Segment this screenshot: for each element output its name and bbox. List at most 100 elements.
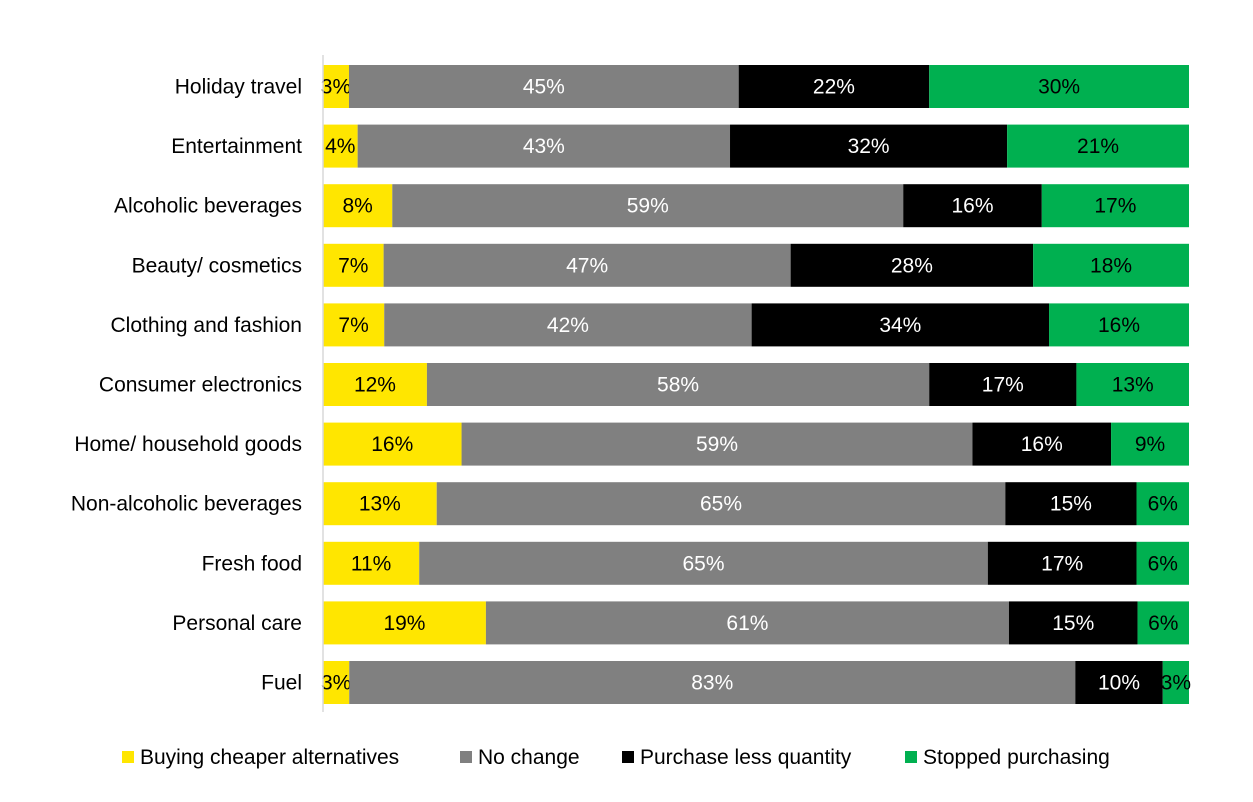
bar-segment [348, 65, 739, 108]
data-label: 11% [351, 552, 391, 575]
bar-segment [1075, 661, 1163, 704]
data-label: 59% [627, 195, 669, 218]
legend-swatch [905, 751, 917, 763]
bar-segment [1007, 124, 1189, 168]
bars-group: 3% 45% 22% 30% 4% 43% 32% 21% 8% 59% 16% 17% 7% 47% 28… [321, 65, 1191, 704]
data-label: 16% [371, 433, 413, 456]
data-label: 16% [1021, 433, 1063, 456]
bar-segment [1111, 422, 1189, 466]
bar-segment [1049, 303, 1189, 347]
bar-segment [1033, 243, 1189, 287]
bar-segment [929, 65, 1189, 108]
bar-segment [903, 184, 1042, 228]
data-label: 7% [338, 314, 368, 337]
bar-segment [323, 541, 420, 585]
data-label: 3% [1161, 672, 1191, 695]
bar-segment [323, 243, 384, 287]
bar-segment [323, 184, 393, 228]
bar-segment [1137, 601, 1189, 645]
bar-segment [323, 303, 385, 347]
data-label: 15% [1052, 612, 1094, 635]
category-label: Fresh food [202, 552, 302, 575]
legend-swatch [622, 751, 634, 763]
bar-segment [357, 124, 731, 168]
category-label: Alcoholic beverages [114, 195, 302, 218]
bar-segment [972, 422, 1112, 466]
bar-segment [1041, 184, 1189, 228]
data-label: 61% [726, 612, 768, 635]
data-label: 28% [891, 254, 933, 277]
bar-segment [323, 601, 486, 645]
category-label: Fuel [261, 672, 302, 695]
bar-segment [426, 363, 930, 406]
bar-segment [349, 661, 1076, 704]
category-label: Home/ household goods [74, 433, 302, 456]
data-label: 16% [1098, 314, 1140, 337]
legend: Buying cheaper alternatives No change Purc… [122, 746, 1110, 769]
data-label: 42% [547, 314, 589, 337]
bar-segment [436, 482, 1006, 526]
category-label: Holiday travel [175, 76, 302, 99]
bar-segment [738, 65, 930, 108]
data-label: 58% [657, 374, 699, 397]
bar-segment [384, 303, 752, 347]
data-label: 12% [354, 374, 396, 397]
bar-segment [323, 661, 350, 704]
data-label: 32% [848, 135, 890, 158]
legend-label: No change [478, 746, 580, 769]
data-label: 13% [359, 493, 401, 516]
bar-segment [419, 541, 988, 585]
data-label: 19% [383, 612, 425, 635]
data-label: 9% [1135, 433, 1165, 456]
data-label: 10% [1098, 672, 1140, 695]
bar-segment [461, 422, 973, 466]
category-labels: Holiday travel Entertainment Alcoholic bev… [71, 76, 302, 695]
bar-segment [1076, 363, 1189, 406]
data-label: 4% [325, 135, 355, 158]
bar-segment [790, 243, 1034, 287]
bar-segment [929, 363, 1077, 406]
bar-segment [1162, 661, 1189, 704]
bar-segment [1008, 601, 1138, 645]
data-label: 17% [1041, 552, 1083, 575]
legend-label: Purchase less quantity [640, 746, 852, 769]
bar-segment [485, 601, 1009, 645]
category-label: Clothing and fashion [111, 314, 302, 337]
data-label: 15% [1050, 493, 1092, 516]
data-label: 21% [1077, 135, 1119, 158]
data-label: 6% [1148, 493, 1178, 516]
bar-segment [1136, 482, 1189, 526]
data-label: 34% [879, 314, 921, 337]
data-label: 22% [813, 76, 855, 99]
category-label: Consumer electronics [99, 374, 302, 397]
data-label: 59% [696, 433, 738, 456]
bar-segment [323, 363, 427, 406]
category-label: Personal care [172, 612, 302, 635]
data-label: 3% [321, 672, 351, 695]
data-label: 6% [1148, 612, 1178, 635]
data-label: 17% [982, 374, 1024, 397]
legend-swatch [122, 751, 134, 763]
legend-swatch [460, 751, 472, 763]
bar-segment [730, 124, 1008, 168]
bar-segment [323, 124, 358, 168]
legend-label: Buying cheaper alternatives [140, 746, 399, 769]
bar-segment [987, 541, 1137, 585]
category-label: Non-alcoholic beverages [71, 493, 302, 516]
bar-segment [323, 422, 462, 466]
data-label: 18% [1090, 254, 1132, 277]
bar-segment [323, 482, 437, 526]
data-label: 7% [338, 254, 368, 277]
data-label: 3% [321, 76, 351, 99]
data-label: 47% [566, 254, 608, 277]
data-label: 6% [1148, 552, 1178, 575]
bar-segment [392, 184, 904, 228]
data-label: 65% [682, 552, 724, 575]
category-label: Entertainment [171, 135, 302, 158]
data-label: 30% [1038, 76, 1080, 99]
legend-label: Stopped purchasing [923, 746, 1110, 769]
category-label: Beauty/ cosmetics [132, 254, 302, 277]
data-label: 45% [523, 76, 565, 99]
data-label: 83% [691, 672, 733, 695]
